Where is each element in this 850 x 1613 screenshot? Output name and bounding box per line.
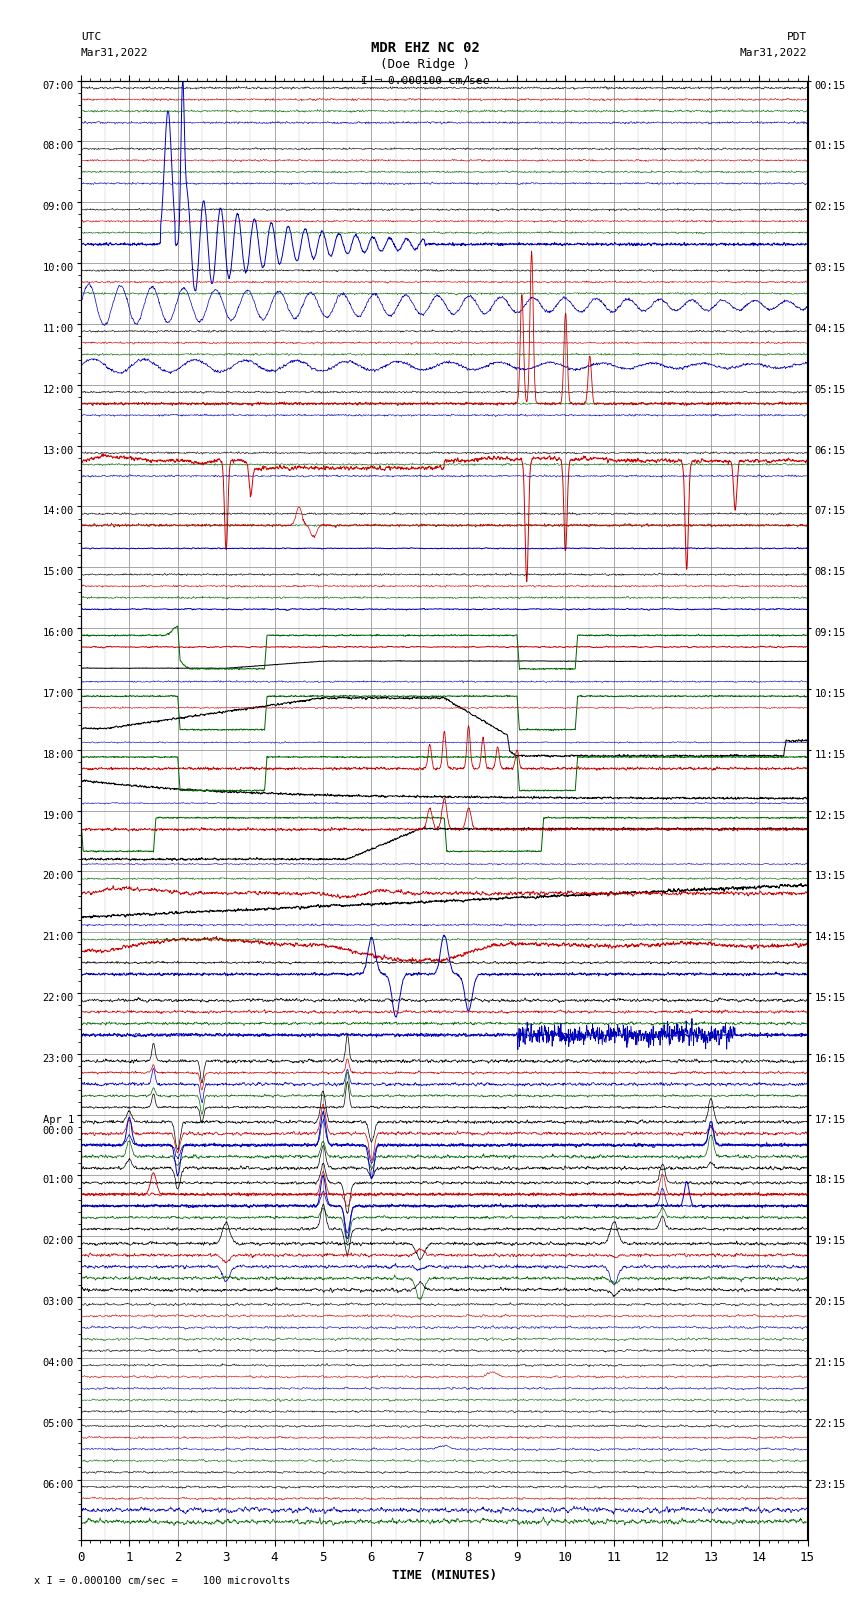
- X-axis label: TIME (MINUTES): TIME (MINUTES): [392, 1569, 496, 1582]
- Text: x I = 0.000100 cm/sec =    100 microvolts: x I = 0.000100 cm/sec = 100 microvolts: [34, 1576, 290, 1586]
- Text: I = 0.000100 cm/sec: I = 0.000100 cm/sec: [361, 76, 489, 85]
- Text: Mar31,2022: Mar31,2022: [81, 48, 148, 58]
- Text: UTC: UTC: [81, 32, 101, 42]
- Text: Mar31,2022: Mar31,2022: [740, 48, 808, 58]
- Text: MDR EHZ NC 02: MDR EHZ NC 02: [371, 42, 479, 55]
- Text: PDT: PDT: [787, 32, 808, 42]
- Text: (Doe Ridge ): (Doe Ridge ): [380, 58, 470, 71]
